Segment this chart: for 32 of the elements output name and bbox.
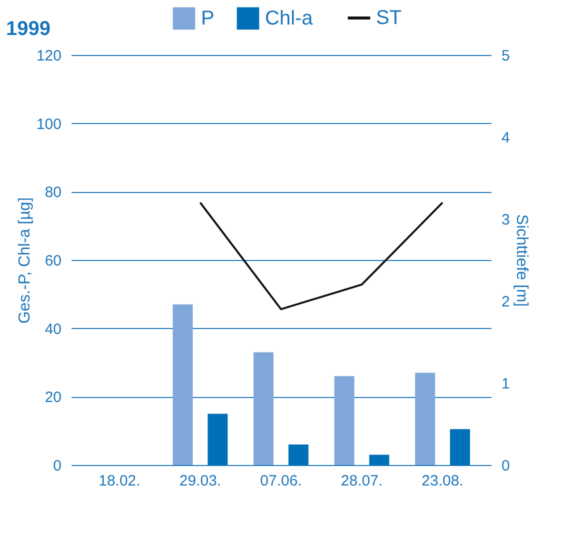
y-axis-title: Ges.-P, Chl-a [µg] bbox=[16, 197, 34, 324]
x-tick-label: 07.06. bbox=[260, 472, 302, 490]
y2-axis-title: Sichttiefe [m] bbox=[512, 214, 530, 307]
y-tick-label: 0 bbox=[53, 458, 62, 474]
x-tick-label: 28.07. bbox=[340, 472, 383, 490]
y2-tick-label: 4 bbox=[502, 130, 510, 146]
y2-tick-label: 0 bbox=[502, 458, 510, 474]
y2-tick-label: 5 bbox=[502, 48, 510, 64]
bar bbox=[415, 372, 436, 465]
bar bbox=[288, 444, 308, 465]
y-tick-label: 20 bbox=[44, 389, 62, 406]
x-tick-label: 18.02. bbox=[98, 472, 140, 490]
bar bbox=[208, 414, 228, 465]
legend-label: Chl-a bbox=[265, 7, 314, 30]
y-tick-label: 60 bbox=[44, 252, 62, 270]
y2-tick-label: 3 bbox=[502, 212, 510, 228]
y-tick-label: 40 bbox=[44, 320, 62, 338]
y2-tick-label: 1 bbox=[502, 376, 510, 392]
bar bbox=[172, 304, 193, 465]
x-tick-label: 29.03. bbox=[179, 472, 222, 490]
y-tick-label: 100 bbox=[36, 116, 62, 133]
legend-label: ST bbox=[376, 7, 402, 29]
bar bbox=[334, 376, 354, 465]
chart-title: 1999 bbox=[6, 18, 50, 40]
legend-label: P bbox=[201, 7, 214, 30]
bar bbox=[450, 429, 470, 465]
y2-tick-label: 2 bbox=[502, 294, 510, 310]
y-tick-label: 120 bbox=[36, 48, 62, 64]
y-tick-label: 80 bbox=[44, 184, 62, 202]
bar bbox=[369, 454, 390, 465]
bar bbox=[254, 352, 274, 465]
x-tick-label: 23.08. bbox=[422, 472, 464, 490]
